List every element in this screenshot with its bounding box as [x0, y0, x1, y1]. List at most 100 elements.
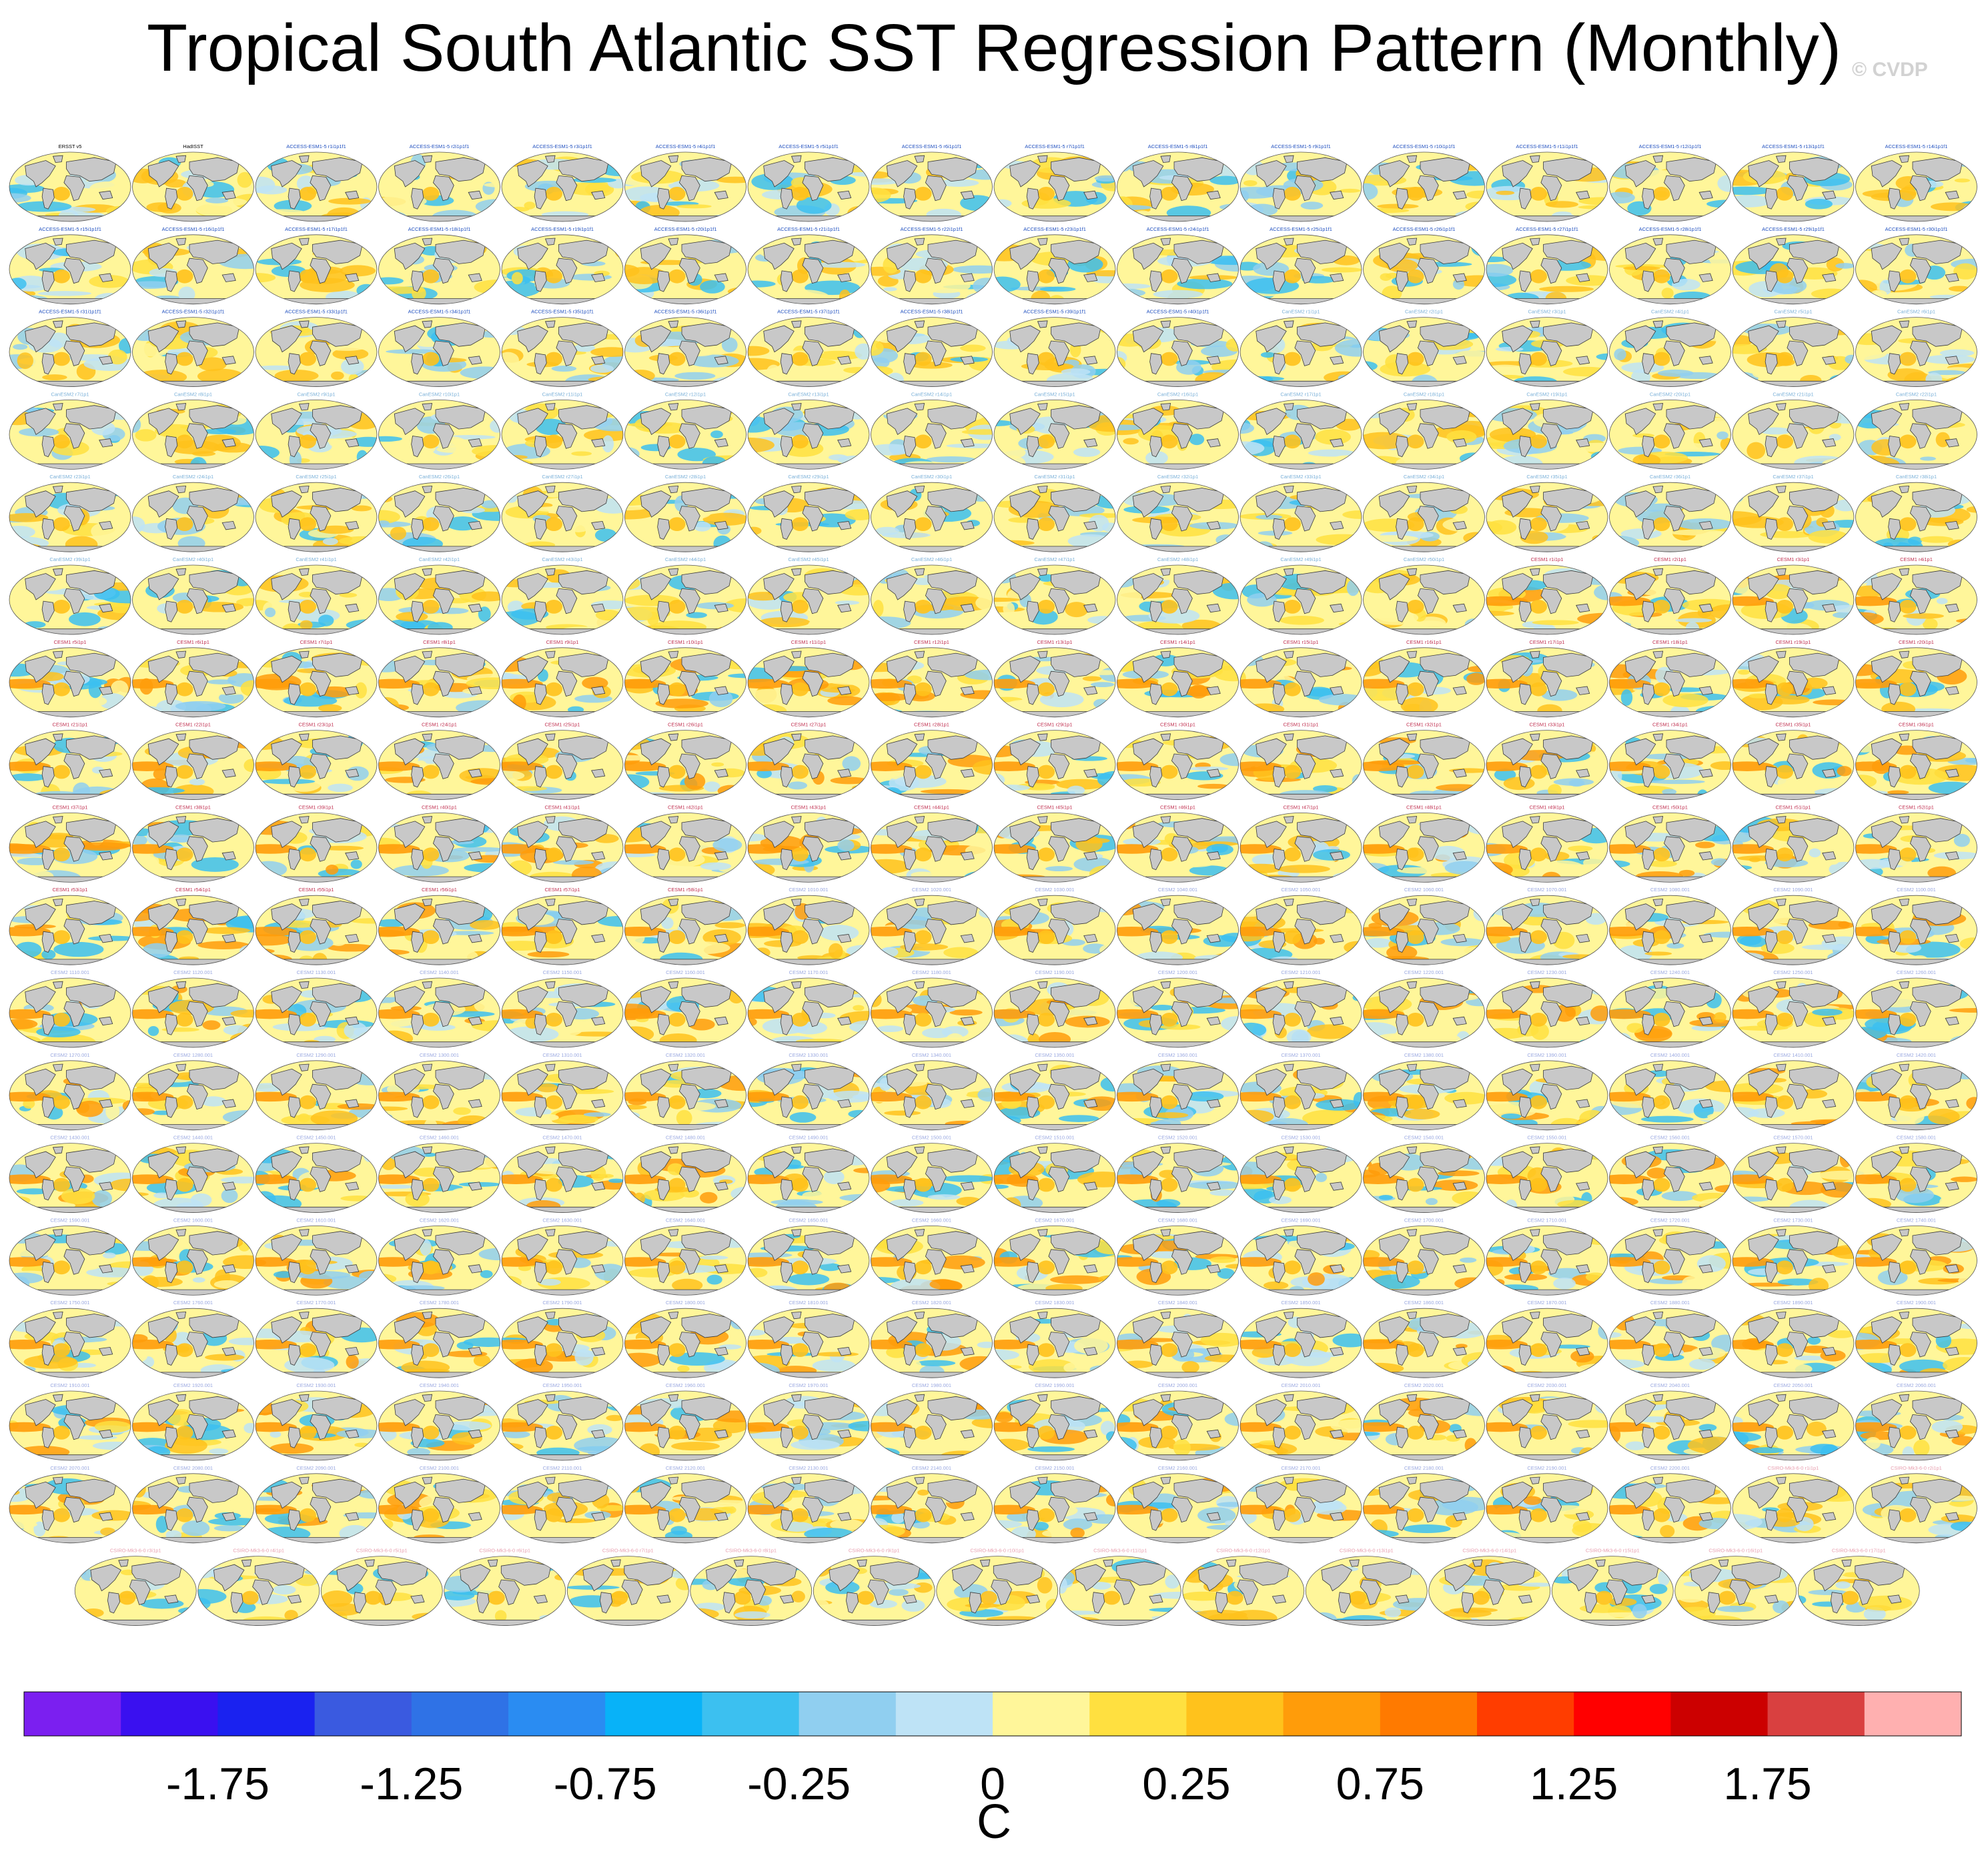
map-panel: ACCESS-ESM1-5 r10i1p1f1 [1363, 143, 1485, 222]
map-panel-title: ACCESS-ESM1-5 r24i1p1f1 [1147, 226, 1209, 232]
map-panel: CESM2 1990.001 [993, 1382, 1116, 1461]
map-panel: CESM1 r33i1p1 [1486, 722, 1608, 800]
map-panel-title: CESM1 r9i1p1 [546, 639, 579, 645]
colorbar-swatch [1477, 1692, 1574, 1736]
map-panel: CESM2 1270.001 [9, 1052, 131, 1131]
colorbar-swatch [314, 1692, 412, 1736]
map-panel: CESM2 2090.001 [255, 1465, 378, 1544]
map-panel-title: ACCESS-ESM1-5 r34i1p1f1 [408, 309, 471, 315]
map-panel: CSIRO-Mk3-6-0 r15i1p1 [1551, 1548, 1674, 1626]
map-panel-title: CanESM2 r47i1p1 [1034, 556, 1075, 562]
map-panel: CanESM2 r6i1p1 [1855, 309, 1977, 387]
colorbar-swatch [1864, 1692, 1962, 1736]
map-panel: CESM2 2150.001 [993, 1465, 1116, 1544]
map-panel-title: CESM2 1280.001 [173, 1052, 213, 1058]
map-panel-title: CESM2 1370.001 [1281, 1052, 1320, 1058]
map-panel-title: CESM1 r17i1p1 [1530, 639, 1565, 645]
map-panel-title: CanESM2 r33i1p1 [1280, 474, 1321, 480]
map-panel-title: CESM2 1140.001 [420, 969, 459, 975]
map-panel-title: CanESM2 r23i1p1 [49, 474, 90, 480]
colorbar-tick-label: -1.25 [360, 1759, 463, 1809]
map-panel-title: CESM2 2180.001 [1404, 1465, 1444, 1471]
map-panel: CSIRO-Mk3-6-0 r16i1p1 [1674, 1548, 1797, 1626]
map-panel-title: CESM2 1380.001 [1404, 1052, 1444, 1058]
map-panel-title: CESM1 r1i1p1 [1531, 556, 1564, 562]
map-panel: CESM1 r38i1p1 [132, 804, 254, 883]
map-panel: ACCESS-ESM1-5 r11i1p1f1 [1486, 143, 1608, 222]
map-panel: CESM2 1330.001 [747, 1052, 870, 1131]
map-panel-title: CESM1 r33i1p1 [1530, 722, 1565, 728]
map-panel: CanESM2 r31i1p1 [993, 474, 1116, 552]
map-panel: CESM2 1050.001 [1239, 887, 1362, 965]
map-panel-title: CESM1 r41i1p1 [545, 804, 580, 810]
map-panel-title: CSIRO-Mk3-6-0 r4i1p1 [233, 1548, 284, 1554]
map-panel-title: CESM2 1570.001 [1773, 1135, 1813, 1141]
colorbar-swatch [895, 1692, 993, 1736]
map-panel-title: ACCESS-ESM1-5 r40i1p1f1 [1147, 309, 1209, 315]
map-panel: CESM2 2020.001 [1363, 1382, 1485, 1461]
map-panel-title: CESM2 1130.001 [297, 969, 336, 975]
map-panel-title: CanESM2 r10i1p1 [419, 391, 460, 397]
map-panel-title: CESM2 1030.001 [1035, 887, 1074, 893]
map-panel: CESM1 r55i1p1 [255, 887, 378, 965]
map-panel-title: CESM2 1630.001 [542, 1217, 582, 1223]
colorbar-swatch [24, 1692, 121, 1736]
map-panel-title: CESM2 1620.001 [420, 1217, 459, 1223]
map-panel-title: CESM2 1200.001 [1158, 969, 1197, 975]
map-panel-title: ACCESS-ESM1-5 r1i1p1f1 [286, 143, 346, 149]
map-panel-title: CESM2 1320.001 [666, 1052, 705, 1058]
map-panel-title: CESM1 r25i1p1 [545, 722, 580, 728]
map-panel-title: ACCESS-ESM1-5 r35i1p1f1 [531, 309, 594, 315]
map-panel-title: CESM1 r32i1p1 [1406, 722, 1442, 728]
map-panel-title: CESM1 r21i1p1 [53, 722, 88, 728]
map-panel-title: CESM2 1080.001 [1650, 887, 1690, 893]
map-panel: CESM1 r58i1p1 [624, 887, 747, 965]
map-panel-title: CESM2 1900.001 [1897, 1300, 1936, 1306]
map-panel-title: CESM1 r49i1p1 [1530, 804, 1565, 810]
map-panel-title: CESM2 1190.001 [1035, 969, 1075, 975]
map-panel-grid: ERSST v5 HadISST ACCESS-ESM1-5 r1i1p1f1 ACC… [9, 143, 1977, 1626]
map-panel: CESM1 r42i1p1 [624, 804, 747, 883]
map-panel-title: CESM2 1650.001 [789, 1217, 828, 1223]
map-panel-title: CanESM2 r4i1p1 [1651, 309, 1689, 315]
map-panel: CESM2 1230.001 [1486, 969, 1608, 1048]
map-panel: CESM2 1630.001 [501, 1217, 624, 1296]
map-panel: CESM1 r30i1p1 [1117, 722, 1239, 800]
map-panel-title: CESM2 1720.001 [1650, 1217, 1690, 1223]
map-panel: CESM2 1340.001 [871, 1052, 993, 1131]
map-panel-title: CanESM2 r40i1p1 [173, 556, 213, 562]
map-panel-title: CESM2 1790.001 [542, 1300, 582, 1306]
map-panel-title: HadISST [183, 143, 203, 149]
map-panel: CESM1 r20i1p1 [1855, 639, 1977, 718]
map-panel: CESM1 r24i1p1 [378, 722, 500, 800]
map-panel-title: CESM2 2000.001 [1158, 1382, 1197, 1388]
map-panel: CESM2 1790.001 [501, 1300, 624, 1378]
map-panel: CESM2 1520.001 [1117, 1135, 1239, 1213]
map-panel-title: CanESM2 r25i1p1 [296, 474, 336, 480]
map-panel: CESM1 r15i1p1 [1239, 639, 1362, 718]
map-panel-title: CESM2 1480.001 [666, 1135, 705, 1141]
map-panel-title: ACCESS-ESM1-5 r21i1p1f1 [777, 226, 840, 232]
map-panel-title: CSIRO-Mk3-6-0 r2i1p1 [1891, 1465, 1942, 1471]
colorbar-tick-label: 1.25 [1530, 1759, 1618, 1809]
map-panel-title: CanESM2 r14i1p1 [911, 391, 952, 397]
map-panel-title: CESM2 1870.001 [1527, 1300, 1566, 1306]
map-panel-title: ACCESS-ESM1-5 r27i1p1f1 [1516, 226, 1578, 232]
map-panel: CanESM2 r9i1p1 [255, 391, 378, 470]
map-panel: CESM1 r2i1p1 [1609, 556, 1731, 635]
map-panel: ACCESS-ESM1-5 r7i1p1f1 [993, 143, 1116, 222]
map-panel-title: CESM1 r8i1p1 [423, 639, 456, 645]
map-panel-title: CESM2 1440.001 [173, 1135, 213, 1141]
map-panel: CESM2 1590.001 [9, 1217, 131, 1296]
map-panel-title: CESM2 1330.001 [789, 1052, 828, 1058]
map-panel-title: CSIRO-Mk3-6-0 r9i1p1 [849, 1548, 900, 1554]
map-panel: CESM1 r18i1p1 [1609, 639, 1731, 718]
map-panel-title: CESM2 1930.001 [296, 1382, 336, 1388]
map-panel-title: CESM2 1310.001 [542, 1052, 582, 1058]
map-panel-title: CanESM2 r5i1p1 [1774, 309, 1812, 315]
map-panel: CESM2 2130.001 [747, 1465, 870, 1544]
map-panel-title: CESM1 r51i1p1 [1776, 804, 1811, 810]
map-panel: ACCESS-ESM1-5 r5i1p1f1 [747, 143, 870, 222]
map-panel: CESM2 1670.001 [993, 1217, 1116, 1296]
